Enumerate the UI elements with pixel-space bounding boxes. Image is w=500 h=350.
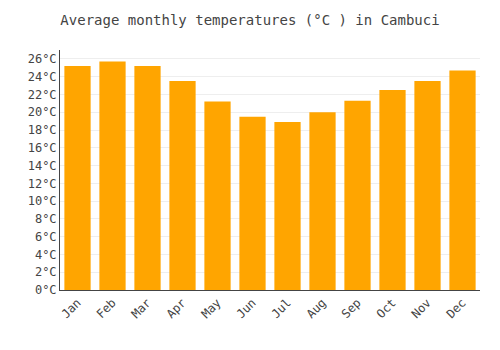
svg-text:Feb: Feb	[94, 296, 119, 321]
svg-text:16°C: 16°C	[28, 141, 57, 155]
svg-text:Mar: Mar	[129, 296, 154, 321]
svg-text:Jun: Jun	[234, 296, 259, 321]
svg-text:24°C: 24°C	[28, 70, 57, 84]
svg-text:Oct: Oct	[374, 296, 399, 321]
svg-text:12°C: 12°C	[28, 177, 57, 191]
svg-text:6°C: 6°C	[35, 230, 57, 244]
svg-text:10°C: 10°C	[28, 194, 57, 208]
svg-text:0°C: 0°C	[35, 283, 57, 297]
svg-text:18°C: 18°C	[28, 123, 57, 137]
svg-text:2°C: 2°C	[35, 265, 57, 279]
svg-text:14°C: 14°C	[28, 159, 57, 173]
svg-text:4°C: 4°C	[35, 248, 57, 262]
svg-text:22°C: 22°C	[28, 88, 57, 102]
svg-text:Aug: Aug	[304, 296, 329, 321]
svg-text:May: May	[199, 296, 224, 321]
svg-text:Jan: Jan	[59, 296, 84, 321]
svg-text:Apr: Apr	[164, 296, 189, 321]
svg-text:8°C: 8°C	[35, 212, 57, 226]
svg-text:Sep: Sep	[339, 296, 364, 321]
svg-text:Nov: Nov	[409, 296, 434, 321]
svg-text:Jul: Jul	[269, 296, 294, 321]
svg-text:26°C: 26°C	[28, 52, 57, 66]
svg-text:Average monthly temperatures (: Average monthly temperatures (°C ) in Ca…	[60, 12, 439, 28]
svg-text:Dec: Dec	[444, 296, 469, 321]
svg-text:20°C: 20°C	[28, 105, 57, 119]
